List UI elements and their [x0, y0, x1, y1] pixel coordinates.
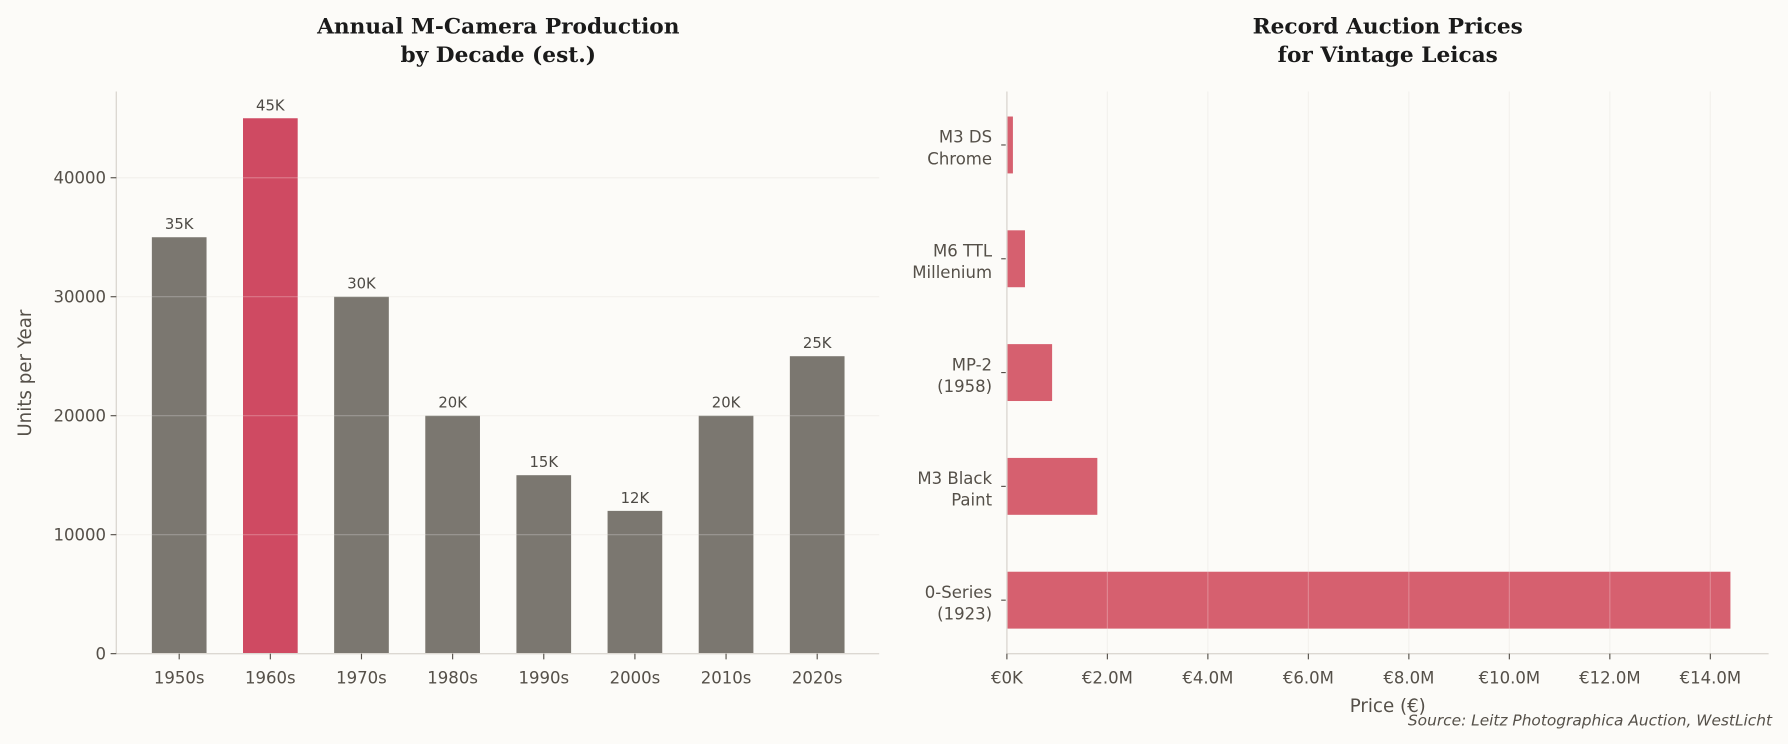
bar-1950s — [151, 237, 207, 654]
auction-chart-title-line-2: for Vintage Leicas — [1278, 43, 1498, 68]
x-tick-label: €6.0M — [1283, 668, 1334, 687]
y-tick-label: MP-2 — [952, 355, 992, 374]
data-label-2010s: 20K — [712, 395, 742, 412]
production-chart: Annual M-Camera Production by Decade (es… — [15, 14, 880, 687]
data-label-2020s: 25K — [803, 335, 833, 352]
x-tick-label-1980s: 1980s — [427, 668, 478, 687]
x-tick-label-1960s: 1960s — [245, 668, 296, 687]
x-tick-label: €0K — [991, 668, 1024, 687]
bar-0-Series-1923 — [1006, 571, 1731, 629]
x-tick-label-2000s: 2000s — [610, 668, 661, 687]
production-chart-title-line-2: by Decade (est.) — [401, 43, 597, 68]
x-tick-label: €8.0M — [1383, 668, 1434, 687]
data-label-1950s: 35K — [165, 216, 195, 233]
y-tick-label: (1923) — [937, 605, 992, 624]
data-label-2000s: 12K — [621, 490, 651, 507]
bar-M6TTL-Millenium — [1006, 230, 1025, 288]
production-y-axis-label: Units per Year — [15, 309, 36, 437]
y-tick-label: 30000 — [54, 287, 107, 306]
bar-2000s — [607, 510, 663, 654]
x-tick-label: €10.0M — [1479, 668, 1541, 687]
bar-M3DS-Chrome — [1006, 116, 1013, 174]
y-tick-label: 10000 — [54, 525, 107, 544]
production-chart-title-line-1: Annual M-Camera Production — [316, 14, 680, 39]
y-tick-label: 40000 — [54, 168, 107, 187]
x-tick-label-2010s: 2010s — [701, 668, 752, 687]
y-tick-label: (1958) — [937, 377, 992, 396]
y-tick-label: 0 — [96, 644, 107, 663]
x-tick-label: €2.0M — [1082, 668, 1133, 687]
auction-x-axis-label: Price (€) — [1350, 696, 1426, 717]
x-tick-label-1950s: 1950s — [154, 668, 205, 687]
y-tick-label: Chrome — [927, 149, 992, 168]
bar-2020s — [789, 356, 845, 654]
bar-2010s — [698, 415, 754, 654]
bar-1980s — [425, 415, 480, 654]
data-label-1990s: 15K — [529, 454, 559, 471]
auction-chart-title-line-1: Record Auction Prices — [1253, 14, 1523, 39]
source-note: Source: Leitz Photographica Auction, Wes… — [1408, 711, 1773, 729]
x-tick-label: €4.0M — [1182, 668, 1233, 687]
y-tick-label: 20000 — [54, 406, 107, 425]
bar-MP-2-1958 — [1006, 344, 1053, 402]
bar-M3Black-Paint — [1006, 457, 1098, 515]
bar-1960s — [242, 118, 298, 654]
bar-1970s — [334, 296, 389, 654]
y-tick-label: M6 TTL — [933, 241, 993, 260]
data-label-1970s: 30K — [347, 276, 377, 293]
auction-chart: Record Auction Prices for Vintage Leicas… — [912, 14, 1769, 717]
y-tick-label: Millenium — [912, 263, 992, 282]
bar-1990s — [516, 475, 572, 654]
x-tick-label-1970s: 1970s — [336, 668, 387, 687]
x-tick-label: €12.0M — [1579, 668, 1641, 687]
y-tick-label: Paint — [951, 491, 992, 510]
x-tick-label-2020s: 2020s — [792, 668, 843, 687]
y-tick-label: M3 DS — [939, 128, 992, 147]
y-tick-label: M3 Black — [917, 469, 992, 488]
x-tick-label: €14.0M — [1680, 668, 1742, 687]
y-tick-label: 0-Series — [925, 583, 992, 602]
data-label-1980s: 20K — [438, 395, 468, 412]
data-label-1960s: 45K — [256, 97, 286, 114]
x-tick-label-1990s: 1990s — [518, 668, 569, 687]
